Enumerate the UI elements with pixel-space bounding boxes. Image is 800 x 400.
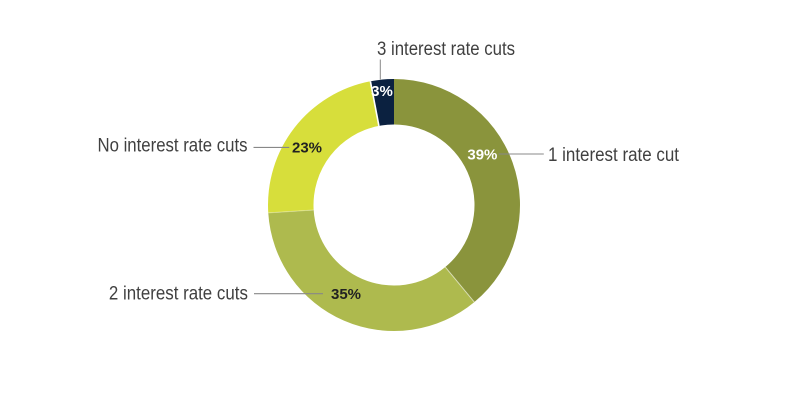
svg-text:35%: 35%	[331, 286, 361, 303]
svg-text:39%: 39%	[467, 146, 497, 163]
svg-text:3 interest rate cuts: 3 interest rate cuts	[377, 39, 515, 60]
svg-text:No interest rate cuts: No interest rate cuts	[98, 135, 248, 156]
svg-text:2 interest rate cuts: 2 interest rate cuts	[109, 284, 248, 305]
svg-text:23%: 23%	[292, 139, 322, 156]
svg-text:3%: 3%	[371, 83, 393, 100]
svg-text:1 interest rate cut: 1 interest rate cut	[548, 145, 680, 166]
